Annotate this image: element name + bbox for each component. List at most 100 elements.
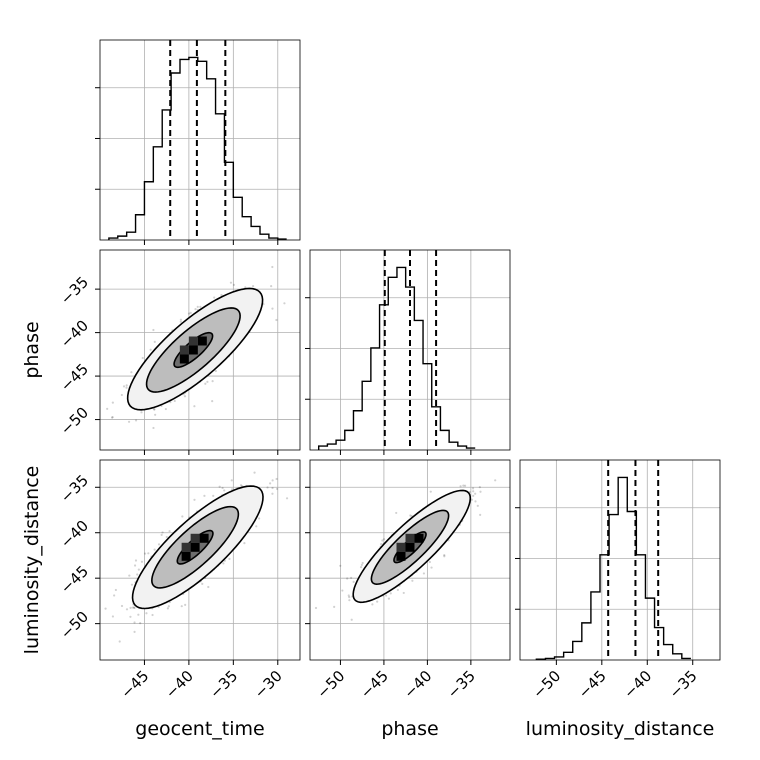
scatter-point bbox=[149, 348, 152, 351]
scatter-point bbox=[275, 318, 278, 322]
scatter-point bbox=[201, 582, 204, 585]
scatter-point bbox=[348, 599, 351, 602]
y-tick-label: −45 bbox=[57, 562, 92, 597]
scatter-point bbox=[271, 479, 274, 482]
density-peak-cell bbox=[181, 551, 191, 561]
scatter-point bbox=[347, 594, 350, 597]
scatter-point bbox=[139, 622, 142, 625]
density-peak-cell bbox=[405, 542, 415, 552]
scatter-point bbox=[180, 605, 183, 608]
scatter-point bbox=[333, 605, 336, 609]
scatter-point bbox=[211, 379, 214, 383]
panel-frame bbox=[99, 249, 301, 451]
scatter-point bbox=[346, 577, 349, 580]
scatter-point bbox=[269, 482, 272, 485]
y-tick-label: −40 bbox=[57, 317, 92, 352]
scatter-point bbox=[266, 486, 269, 489]
scatter-point bbox=[151, 613, 154, 617]
scatter-point bbox=[243, 542, 246, 545]
density-peak-cell bbox=[199, 533, 209, 543]
scatter-point bbox=[339, 564, 342, 567]
scatter-point bbox=[443, 554, 446, 557]
scatter-point bbox=[122, 385, 126, 388]
scatter-point bbox=[143, 552, 147, 555]
panel-frame bbox=[309, 249, 511, 451]
x-tick-label: −45 bbox=[575, 667, 610, 702]
scatter-point bbox=[203, 494, 206, 497]
scatter-point bbox=[129, 606, 132, 610]
x-axis-label-luminosity-distance: luminosity_distance bbox=[526, 718, 715, 740]
x-tick-label: −35 bbox=[444, 667, 479, 702]
density-peak-cell bbox=[190, 533, 200, 543]
scatter-point bbox=[193, 405, 196, 408]
scatter-point bbox=[128, 574, 131, 577]
scatter-point bbox=[145, 612, 148, 615]
density-peak-cell bbox=[179, 345, 189, 355]
y-tick-label: −45 bbox=[57, 360, 92, 395]
scatter-point bbox=[173, 399, 176, 403]
histogram-step bbox=[108, 56, 287, 240]
scatter-point bbox=[133, 564, 137, 567]
scatter-point bbox=[459, 485, 462, 488]
scatter-point bbox=[474, 492, 477, 495]
scatter-point bbox=[428, 560, 431, 564]
density-peak-cell bbox=[414, 533, 424, 543]
scatter-point bbox=[376, 600, 379, 603]
scatter-point bbox=[111, 615, 115, 618]
scatter-point bbox=[140, 411, 143, 414]
scatter-panel-geocent-time-vs-luminosity-distance bbox=[95, 459, 301, 665]
scatter-point bbox=[389, 592, 392, 595]
scatter-point bbox=[181, 515, 184, 518]
panel-frame bbox=[519, 459, 721, 661]
scatter-point bbox=[167, 605, 170, 608]
scatter-point bbox=[114, 588, 117, 592]
scatter-point bbox=[104, 607, 107, 610]
scatter-point bbox=[474, 500, 477, 503]
scatter-point bbox=[422, 572, 426, 575]
scatter-point bbox=[130, 583, 134, 586]
density-peak-cell bbox=[188, 345, 198, 355]
scatter-point bbox=[160, 533, 163, 536]
scatter-point bbox=[133, 606, 136, 610]
x-tick-label: −45 bbox=[117, 667, 152, 702]
scatter-point bbox=[430, 566, 433, 569]
scatter-point bbox=[271, 492, 274, 495]
scatter-point bbox=[212, 494, 215, 497]
scatter-point bbox=[134, 559, 138, 562]
scatter-point bbox=[348, 596, 351, 599]
scatter-point bbox=[476, 504, 479, 507]
scatter-point bbox=[275, 477, 278, 481]
scatter-point bbox=[194, 308, 197, 311]
scatter-point bbox=[134, 419, 138, 422]
scatter-point bbox=[314, 606, 318, 610]
x-tick-label: −40 bbox=[620, 667, 655, 702]
scatter-point bbox=[153, 548, 156, 551]
scatter-point bbox=[471, 487, 475, 490]
density-peak-cell bbox=[405, 533, 415, 543]
x-tick-label: −35 bbox=[206, 667, 241, 702]
scatter-point bbox=[361, 561, 364, 565]
scatter-point bbox=[157, 543, 161, 546]
scatter-point bbox=[396, 588, 399, 592]
scatter-point bbox=[283, 302, 286, 305]
scatter-point bbox=[395, 511, 398, 515]
y-tick-label: −35 bbox=[57, 273, 92, 308]
axis-labels: geocent_time phase luminosity_distance p… bbox=[21, 321, 714, 740]
scatter-point bbox=[153, 408, 156, 411]
scatter-point bbox=[350, 618, 353, 621]
scatter-point bbox=[341, 589, 344, 592]
scatter-point bbox=[131, 606, 134, 609]
density-peak-cell bbox=[396, 551, 406, 561]
scatter-point bbox=[411, 579, 414, 582]
x-tick-label: −45 bbox=[357, 667, 392, 702]
scatter-point bbox=[187, 312, 191, 315]
scatter-point bbox=[141, 356, 144, 360]
scatter-point bbox=[271, 265, 274, 269]
scatter-point bbox=[140, 560, 144, 563]
y-axis-label-phase: phase bbox=[21, 321, 43, 378]
scatter-point bbox=[120, 393, 123, 397]
scatter-point bbox=[222, 562, 225, 565]
panel-frame bbox=[99, 459, 301, 661]
scatter-point bbox=[168, 529, 171, 533]
